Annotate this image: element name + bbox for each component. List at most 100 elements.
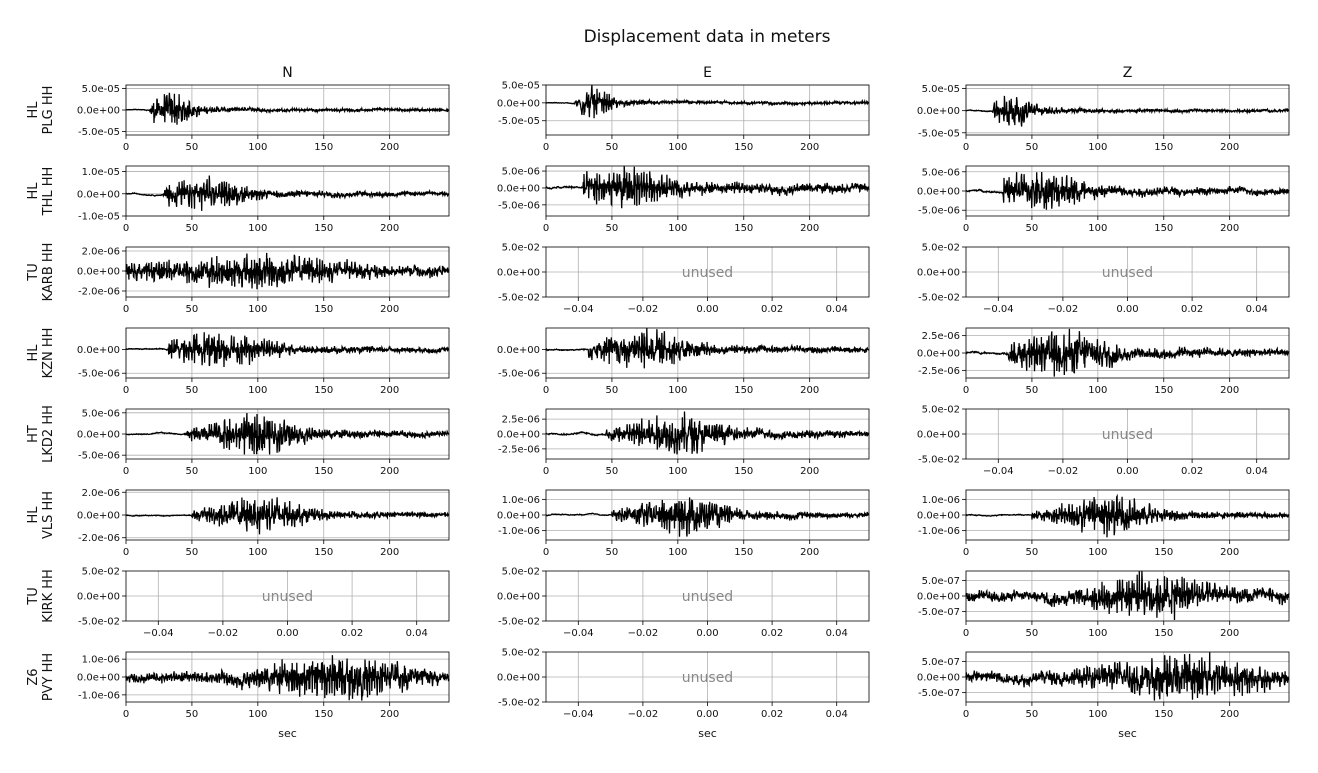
y-tick-label: -5.0e-07: [918, 688, 960, 699]
unused-label: unused: [682, 265, 733, 281]
x-tick-label: 200: [1220, 628, 1239, 639]
y-tick-label: -2.5e-06: [498, 444, 540, 455]
station-code-label: KARB HH: [41, 243, 56, 302]
station-code-label: PLG HH: [41, 86, 56, 135]
x-tick-label: 100: [248, 709, 267, 720]
y-tick-label: 2.0e-06: [82, 247, 120, 258]
waveform-trace: [125, 655, 450, 701]
x-tick-label: 0: [543, 385, 549, 396]
x-tick-label: 100: [248, 304, 267, 315]
x-tick-label: 100: [248, 466, 267, 477]
x-tick-label: 100: [1088, 142, 1107, 153]
x-tick-label: 150: [1154, 142, 1173, 153]
x-tick-label: 0.02: [1181, 466, 1203, 477]
x-tick-label: 0.02: [761, 628, 783, 639]
x-tick-label: −0.02: [628, 709, 659, 720]
y-tick-label: 0.0e+00: [497, 430, 540, 441]
y-tick-label: 5.0e-02: [502, 648, 540, 659]
x-tick-label: 50: [606, 223, 619, 234]
x-tick-label: 200: [380, 709, 399, 720]
x-tick-label: 0.04: [406, 628, 428, 639]
x-tick-label: 0.02: [1181, 304, 1203, 315]
figure-title: Displacement data in meters: [583, 27, 831, 47]
y-tick-label: 0.0e+00: [497, 268, 540, 279]
y-tick-label: 0.0e+00: [77, 106, 120, 117]
y-tick-label: -5.0e-07: [918, 607, 960, 618]
y-tick-label: 5.0e-05: [922, 84, 960, 95]
waveform-trace: [125, 175, 450, 211]
station-network-label: HT: [26, 425, 41, 443]
y-tick-label: 5.0e-06: [82, 408, 120, 419]
x-tick-label: 0.02: [761, 709, 783, 720]
y-tick-label: 0.0e+00: [497, 511, 540, 522]
x-tick-label: 150: [734, 547, 753, 558]
station-network-label: Z6: [26, 668, 41, 685]
y-tick-label: -5.0e-06: [918, 206, 960, 217]
station-code-label: THL HH: [41, 167, 56, 217]
unused-label: unused: [682, 589, 733, 605]
y-tick-label: -1.0e-06: [498, 526, 540, 537]
x-tick-label: 150: [734, 466, 753, 477]
x-tick-label: 50: [1026, 385, 1039, 396]
y-tick-label: 0.0e+00: [497, 183, 540, 194]
waveform-trace: [965, 570, 1290, 621]
y-tick-label: 0.0e+00: [917, 349, 960, 360]
x-tick-label: 200: [380, 466, 399, 477]
x-tick-label: 50: [1026, 223, 1039, 234]
station-label: TU KIRK HH: [26, 569, 56, 623]
y-tick-label: 5.0e-07: [922, 657, 960, 668]
station-code-label: LKD2 HH: [41, 405, 56, 463]
x-tick-label: 0: [123, 709, 129, 720]
y-tick-label: 0.0e+00: [917, 187, 960, 198]
waveform-trace: [965, 328, 1290, 377]
x-tick-label: 0: [123, 385, 129, 396]
x-tick-label: 150: [1154, 547, 1173, 558]
x-tick-label: 0: [963, 385, 969, 396]
y-tick-label: 0.0e+00: [917, 106, 960, 117]
y-tick-label: 2.0e-06: [82, 488, 120, 499]
station-network-label: TU: [26, 263, 41, 281]
station-label: HT LKD2 HH: [26, 405, 56, 463]
station-network-label: HL: [26, 101, 41, 119]
x-tick-label: 0: [963, 547, 969, 558]
panel-frame: [545, 165, 870, 217]
y-tick-label: 2.5e-06: [922, 331, 960, 342]
x-tick-label: 200: [800, 547, 819, 558]
waveform-trace: [965, 652, 1290, 701]
x-tick-label: 50: [1026, 142, 1039, 153]
x-axis-label: sec: [698, 727, 717, 740]
x-tick-label: 150: [314, 142, 333, 153]
x-tick-label: 200: [380, 547, 399, 558]
x-tick-label: 150: [1154, 628, 1173, 639]
x-tick-label: 200: [1220, 385, 1239, 396]
panel-frame: [125, 246, 450, 298]
panel-frame: [965, 84, 1290, 136]
x-tick-label: 0.04: [826, 709, 848, 720]
y-tick-label: -5.0e-06: [78, 451, 120, 462]
y-tick-label: -1.0e-06: [78, 690, 120, 701]
y-tick-label: 5.0e-05: [502, 81, 540, 92]
x-tick-label: 200: [800, 466, 819, 477]
y-tick-label: 0.0e+00: [77, 267, 120, 278]
y-tick-label: 1.0e-06: [82, 655, 120, 666]
x-tick-label: 50: [1026, 709, 1039, 720]
x-tick-label: 0.00: [276, 628, 298, 639]
x-tick-label: 0.00: [696, 709, 718, 720]
unused-label: unused: [682, 670, 733, 686]
x-tick-label: 0: [963, 628, 969, 639]
x-tick-label: 50: [186, 223, 199, 234]
x-tick-label: 150: [314, 385, 333, 396]
y-tick-label: 5.0e-06: [502, 167, 540, 178]
x-tick-label: 0: [543, 547, 549, 558]
y-tick-label: -5.0e-06: [498, 200, 540, 211]
x-tick-label: 50: [606, 466, 619, 477]
y-tick-label: -5.0e-02: [918, 293, 960, 304]
y-tick-label: 5.0e-02: [922, 243, 960, 254]
y-tick-label: 0.0e+00: [77, 673, 120, 684]
y-tick-label: -5.0e-06: [498, 369, 540, 380]
column-title-z: Z: [1123, 65, 1133, 81]
x-tick-label: 100: [668, 547, 687, 558]
y-tick-label: 5.0e-02: [502, 243, 540, 254]
